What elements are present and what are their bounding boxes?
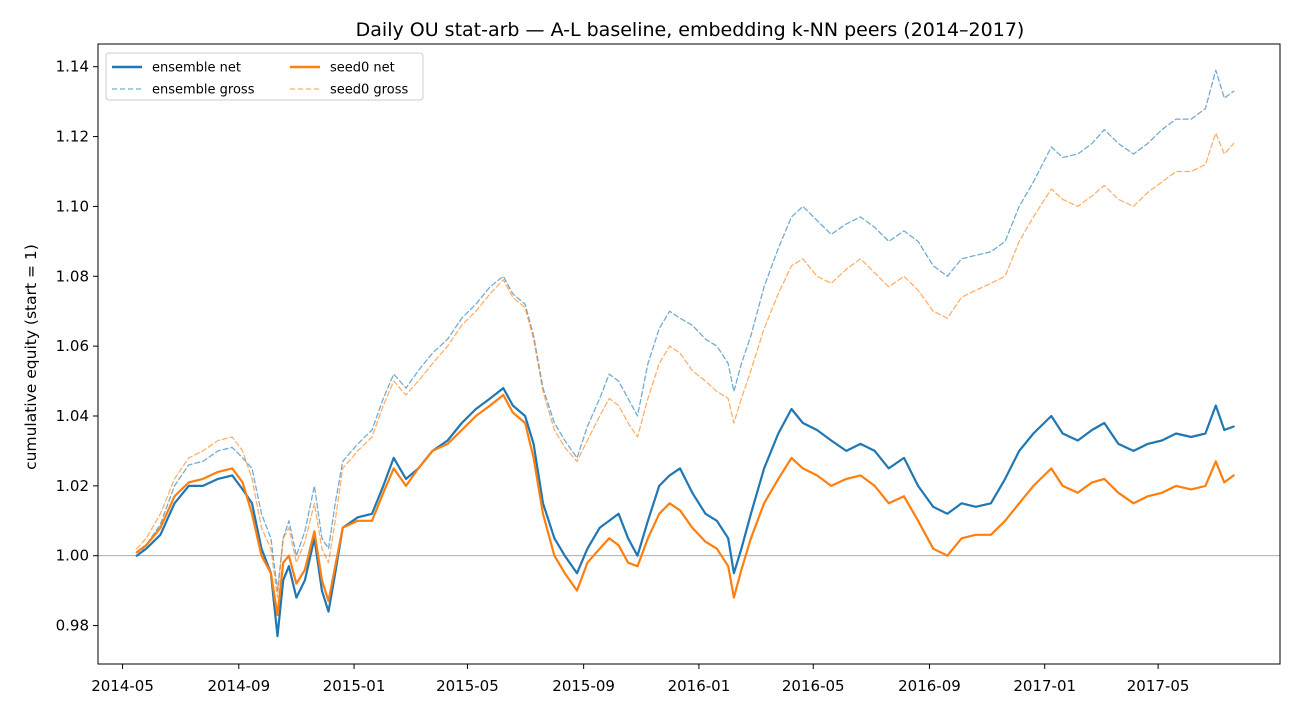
x-tick-label: 2017-05 [1127,677,1190,695]
plot-area [98,69,1280,638]
legend: ensemble net ensemble gross seed0 net seed0… [105,52,424,101]
y-tick-label: 1.02 [56,477,89,495]
series-line-seed0-gross [136,132,1235,599]
plot-frame [97,43,1281,665]
legend-label: seed0 net [330,61,395,76]
chart-title: Daily OU stat-arb — A-L baseline, embedd… [356,19,1025,41]
x-tick-label: 2017-01 [1013,677,1076,695]
y-tick-label: 1.10 [56,197,89,215]
legend-label: ensemble gross [152,83,255,98]
y-tick-label: 0.98 [56,617,89,635]
axis-ticks: 0.98 1.00 1.02 1.04 1.06 1.08 1.10 1.12 1.14 2014… [56,58,1190,695]
series-line-seed0-net [135,393,1235,617]
series-line-ensemble-gross [136,69,1235,592]
x-tick-label: 2015-05 [436,677,499,695]
x-tick-label: 2014-05 [91,677,154,695]
x-tick-label: 2016-09 [898,677,961,695]
y-tick-label: 1.14 [56,58,89,76]
legend-box [105,52,424,101]
legend-label: ensemble net [152,61,241,76]
y-axis-label: cumulative equity (start = 1) [22,244,40,470]
x-tick-label: 2014-09 [207,677,270,695]
x-tick-label: 2016-05 [782,677,845,695]
y-tick-label: 1.04 [56,407,89,425]
x-tick-label: 2015-09 [552,677,615,695]
y-tick-label: 1.06 [56,337,89,355]
x-tick-label: 2016-01 [668,677,731,695]
y-tick-label: 1.08 [56,267,89,285]
y-tick-label: 1.12 [56,128,89,146]
series-line-ensemble-net [135,387,1235,638]
x-tick-label: 2015-01 [323,677,386,695]
y-tick-label: 1.00 [56,547,89,565]
legend-label: seed0 gross [330,83,408,98]
